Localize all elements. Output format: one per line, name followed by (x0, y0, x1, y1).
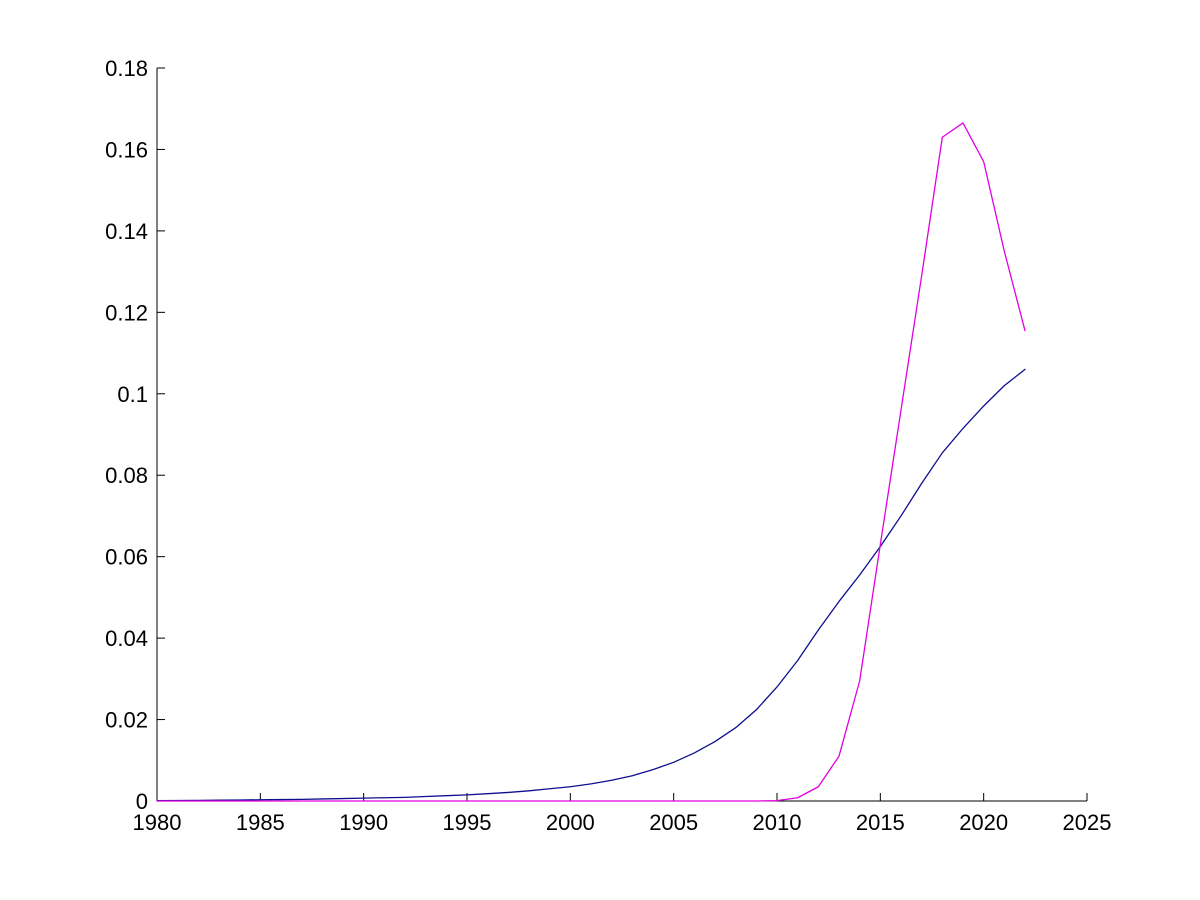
line-1-dark-blue (156, 368, 1026, 802)
x-tick-label: 2005 (649, 810, 698, 835)
y-tick-label: 0.14 (105, 219, 148, 244)
x-tick-label: 1990 (339, 810, 388, 835)
x-tick-label: 1985 (236, 810, 285, 835)
x-tick-label: 1980 (133, 810, 182, 835)
x-tick-label: 2010 (753, 810, 802, 835)
line-2-magenta (156, 122, 1026, 802)
y-tick-label: 0.18 (105, 56, 148, 81)
x-tick-label: 1995 (443, 810, 492, 835)
x-tick-label: 2025 (1063, 810, 1112, 835)
x-tick-label: 2015 (856, 810, 905, 835)
y-tick-label: 0.1 (117, 382, 148, 407)
y-tick-label: 0.02 (105, 708, 148, 733)
x-tick-label: 2020 (959, 810, 1008, 835)
y-tick-label: 0.12 (105, 300, 148, 325)
y-tick-label: 0.04 (105, 626, 148, 651)
y-tick-label: 0.08 (105, 463, 148, 488)
x-tick-label: 2000 (546, 810, 595, 835)
y-tick-label: 0.06 (105, 545, 148, 570)
y-tick-label: 0 (136, 789, 148, 814)
y-tick-label: 0.16 (105, 137, 148, 162)
